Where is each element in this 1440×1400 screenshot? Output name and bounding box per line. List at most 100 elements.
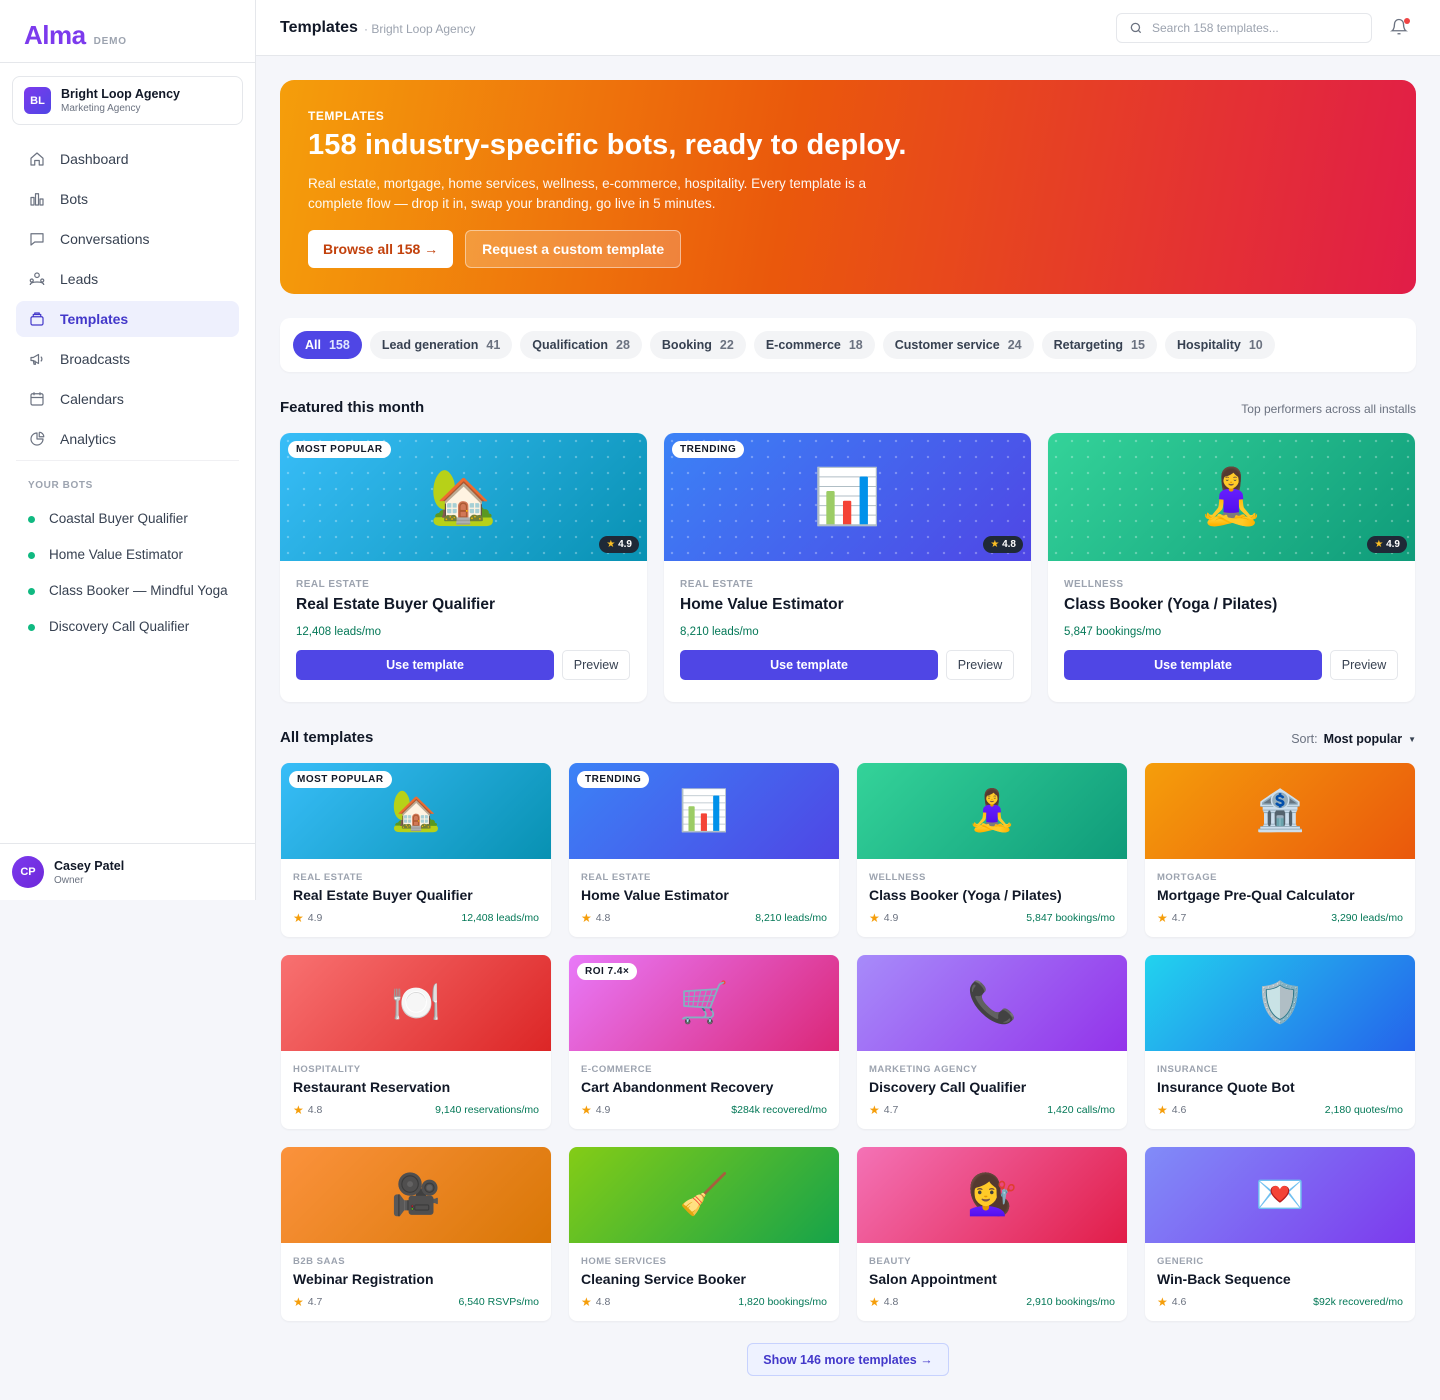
sort-dropdown[interactable]: Sort: Most popular ▼: [1291, 732, 1416, 746]
card-metric: 6,540 RSVPs/mo: [458, 1296, 539, 1308]
hero-title: 158 industry-specific bots, ready to dep…: [308, 129, 907, 161]
card-metric: 2,180 quotes/mo: [1324, 1104, 1403, 1116]
card-rating: ★ 4.7: [869, 1103, 899, 1117]
show-more-button[interactable]: Show 146 more templates →: [747, 1343, 949, 1376]
filter-chip-lead-generation[interactable]: Lead generation 41: [369, 331, 513, 359]
your-bot-item[interactable]: Coastal Buyer Qualifier: [28, 509, 228, 529]
sort-label: Sort:: [1291, 732, 1318, 746]
request-custom-button[interactable]: Request a custom template: [465, 230, 682, 268]
rating-badge: ★ 4.9: [599, 536, 639, 553]
nav-item-calendars[interactable]: Calendars: [16, 381, 239, 417]
nav-item-leads[interactable]: Leads: [16, 261, 239, 297]
hero-subtitle: Real estate, mortgage, home services, we…: [308, 176, 866, 211]
search-input[interactable]: [1152, 21, 1352, 35]
card-title: Mortgage Pre-Qual Calculator: [1157, 887, 1355, 903]
card-category: E-COMMERCE: [581, 1064, 652, 1075]
filter-chip-e-commerce[interactable]: E-commerce 18: [753, 331, 875, 359]
filter-chip-retargeting[interactable]: Retargeting 15: [1041, 331, 1157, 359]
filter-chip-customer-service[interactable]: Customer service 24: [882, 331, 1034, 359]
template-card[interactable]: 🧹 HOME SERVICES Cleaning Service Booker …: [569, 1147, 839, 1321]
filter-chip-booking[interactable]: Booking 22: [649, 331, 746, 359]
template-card[interactable]: 🍽️ HOSPITALITY Restaurant Reservation ★ 4…: [281, 955, 551, 1129]
layers-icon: [30, 312, 44, 326]
your-bot-item[interactable]: Class Booker — Mindful Yoga: [28, 581, 228, 601]
template-card[interactable]: 🏦 MORTGAGE Mortgage Pre-Qual Calculator …: [1145, 763, 1415, 937]
chart-icon: 📊: [679, 789, 729, 833]
nav-item-bots[interactable]: Bots: [16, 181, 239, 217]
star-icon: ★: [990, 539, 1000, 550]
browse-all-button[interactable]: Browse all 158 →: [308, 230, 454, 268]
card-banner: MOST POPULAR 🏡 ★ 4.9: [280, 433, 647, 561]
status-dot: [28, 624, 35, 631]
user-profile[interactable]: CP Casey Patel Owner: [0, 843, 255, 900]
card-category: WELLNESS: [1064, 579, 1124, 590]
card-metric: 5,847 bookings/mo: [1064, 626, 1162, 638]
star-icon: ★: [869, 911, 880, 925]
all-templates-title: All templates: [280, 729, 374, 746]
demo-badge: DEMO: [93, 36, 127, 47]
card-banner: 📞: [857, 955, 1127, 1051]
template-card[interactable]: 💌 GENERIC Win-Back Sequence ★ 4.6 $92k re…: [1145, 1147, 1415, 1321]
nav-item-conversations[interactable]: Conversations: [16, 221, 239, 257]
template-card[interactable]: 🎥 B2B SAAS Webinar Registration ★ 4.7 6,5…: [281, 1147, 551, 1321]
chat-icon: [30, 233, 44, 246]
filter-count: 28: [616, 338, 630, 352]
nav-label: Bots: [60, 191, 89, 207]
nav-item-templates[interactable]: Templates: [16, 301, 239, 337]
filter-label: Booking: [661, 338, 712, 352]
card-title: Cart Abandonment Recovery: [581, 1079, 774, 1095]
org-switcher[interactable]: BL Bright Loop Agency Marketing Agency: [12, 76, 243, 125]
nav-item-dashboard[interactable]: Dashboard: [16, 141, 239, 177]
template-card[interactable]: TRENDING 📊 REAL ESTATE Home Value Estima…: [569, 763, 839, 937]
logo[interactable]: Alma DEMO: [24, 20, 127, 51]
card-title: Webinar Registration: [293, 1271, 434, 1287]
star-icon: ★: [1157, 911, 1168, 925]
card-rating: ★ 4.8: [869, 1295, 899, 1309]
yoga-icon: 🧘‍♀️: [1197, 467, 1266, 527]
filter-chip-hospitality[interactable]: Hospitality 10: [1164, 331, 1275, 359]
card-badge: MOST POPULAR: [288, 441, 391, 458]
your-bot-item[interactable]: Discovery Call Qualifier: [28, 617, 228, 637]
template-card[interactable]: MOST POPULAR 🏡 REAL ESTATE Real Estate B…: [281, 763, 551, 937]
camera-icon: 🎥: [391, 1173, 441, 1217]
filter-chip-all[interactable]: All 158: [293, 331, 362, 359]
template-card[interactable]: 📞 MARKETING AGENCY Discovery Call Qualif…: [857, 955, 1127, 1129]
category-filters: All 158 Lead generation 41 Qualification 28 Bo…: [280, 318, 1416, 372]
featured-card[interactable]: 🧘‍♀️ ★ 4.9 WELLNESS Class Booker (Yoga /…: [1048, 433, 1415, 702]
template-card[interactable]: ROI 7.4× 🛒 E-COMMERCE Cart Abandonment R…: [569, 955, 839, 1129]
card-title: Discovery Call Qualifier: [869, 1079, 1027, 1095]
topbar: Templates · Bright Loop Agency: [256, 0, 1440, 56]
card-metric: 5,847 bookings/mo: [1026, 912, 1115, 924]
your-bot-item[interactable]: Home Value Estimator: [28, 545, 228, 565]
card-banner: MOST POPULAR 🏡: [281, 763, 551, 859]
featured-card[interactable]: MOST POPULAR 🏡 ★ 4.9 REAL ESTATE Real Es…: [280, 433, 647, 702]
nav-label: Leads: [60, 271, 99, 287]
use-template-button[interactable]: Use template: [680, 650, 938, 680]
nav-label: Calendars: [60, 391, 124, 407]
template-card[interactable]: 🧘‍♀️ WELLNESS Class Booker (Yoga / Pilat…: [857, 763, 1127, 937]
nav-item-analytics[interactable]: Analytics: [16, 421, 239, 457]
house-icon: 🏡: [391, 789, 441, 833]
search-box[interactable]: [1116, 13, 1372, 43]
card-banner: ROI 7.4× 🛒: [569, 955, 839, 1051]
preview-button[interactable]: Preview: [946, 650, 1014, 680]
use-template-button[interactable]: Use template: [296, 650, 554, 680]
use-template-button[interactable]: Use template: [1064, 650, 1322, 680]
card-rating: ★ 4.9: [869, 911, 899, 925]
filter-count: 24: [1007, 338, 1022, 352]
card-rating: ★ 4.6: [1157, 1103, 1187, 1117]
card-title: Restaurant Reservation: [293, 1079, 451, 1095]
card-title: Salon Appointment: [869, 1271, 997, 1287]
preview-button[interactable]: Preview: [562, 650, 630, 680]
template-card[interactable]: 💇‍♀️ BEAUTY Salon Appointment ★ 4.8 2,910…: [857, 1147, 1127, 1321]
filter-count: 18: [848, 338, 863, 352]
nav-item-broadcasts[interactable]: Broadcasts: [16, 341, 239, 377]
preview-button[interactable]: Preview: [1330, 650, 1398, 680]
featured-card[interactable]: TRENDING 📊 ★ 4.8 REAL ESTATE Home Value …: [664, 433, 1031, 702]
bank-icon: 🏦: [1255, 789, 1305, 833]
card-rating: ★ 4.8: [581, 1295, 611, 1309]
filter-label: All: [305, 338, 321, 352]
filter-chip-qualification[interactable]: Qualification 28: [520, 331, 642, 359]
notifications-button[interactable]: [1390, 18, 1410, 38]
template-card[interactable]: 🛡️ INSURANCE Insurance Quote Bot ★ 4.6 2,…: [1145, 955, 1415, 1129]
